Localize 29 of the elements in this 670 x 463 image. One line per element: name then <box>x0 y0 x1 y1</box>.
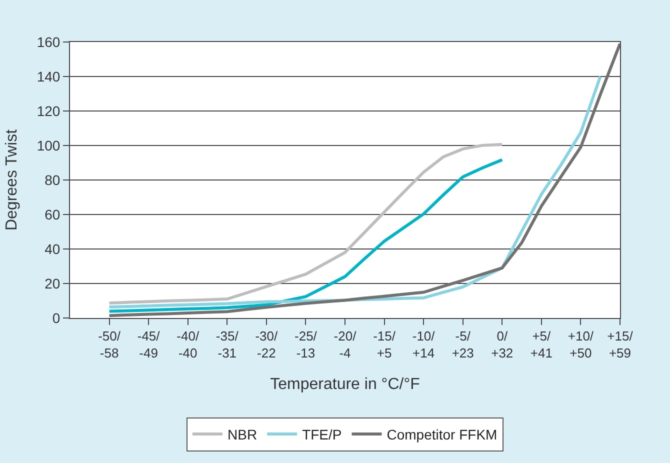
x-tick-label: -45/ -49 <box>137 328 160 360</box>
x-tick-label: +10/ +50 <box>568 328 594 360</box>
y-tick-label: 40 <box>44 240 60 257</box>
x-tick-label: +15/ +59 <box>607 328 634 360</box>
x-tick-label: +5/ +41 <box>530 328 552 360</box>
y-tick-label: 140 <box>36 68 60 84</box>
x-tick-label: -50/ -58 <box>98 328 121 360</box>
x-tick-label: 0/ +32 <box>491 328 514 360</box>
x-tick-label: -25/ -13 <box>294 328 318 360</box>
x-tick-label: -40/ -40 <box>176 328 200 360</box>
line-series <box>108 42 620 318</box>
x-tick-label: -30/ -22 <box>255 328 278 360</box>
y-tick-label: 0 <box>52 310 60 326</box>
x-tick-label: -35/ -31 <box>216 328 239 360</box>
y-tick-label: 60 <box>44 206 60 222</box>
x-tick-label: -5/ +23 <box>452 328 474 360</box>
y-tick-label: 160 <box>36 34 60 50</box>
y-axis-title: Degrees Twist <box>4 128 21 231</box>
x-tick-label: -20/ -4 <box>334 328 357 360</box>
y-tick-label: 80 <box>44 172 60 188</box>
legend-label: TFE/P <box>302 426 342 442</box>
y-tick-label: 120 <box>36 102 60 119</box>
legend-label: Competitor FFKM <box>386 426 498 442</box>
y-tick-label: 20 <box>44 275 60 292</box>
x-tick-label: -15/ +5 <box>373 328 396 360</box>
x-tick-label: -10/ +14 <box>412 328 436 360</box>
y-tick-label: 100 <box>36 137 60 154</box>
x-axis-title: Temperature in °C/°F <box>270 376 420 394</box>
legend-label: NBR <box>228 426 258 442</box>
